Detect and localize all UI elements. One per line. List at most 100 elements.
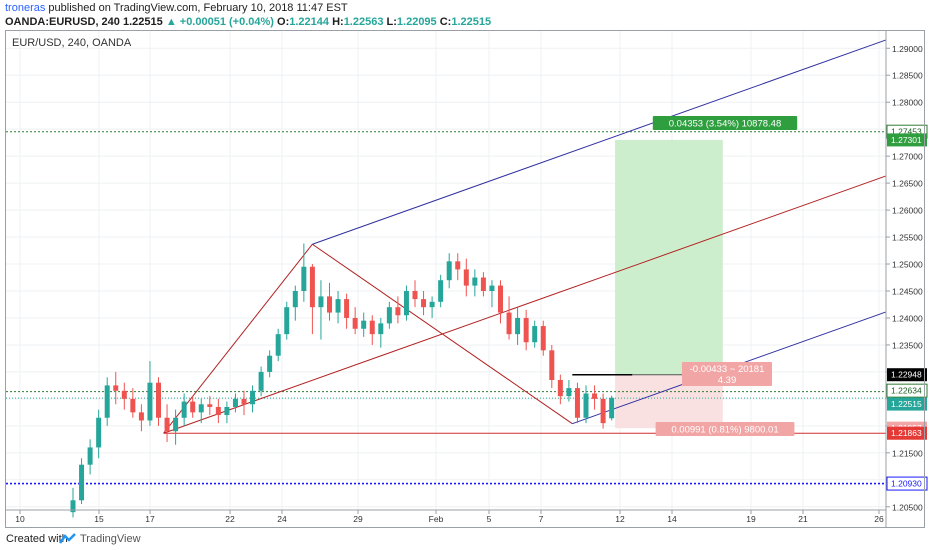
candle-body (198, 404, 204, 413)
high-value: 1.22563 (343, 16, 384, 28)
x-tick-label: 7 (539, 514, 544, 524)
loss-label-line1: -0.00433 ~ 20181 (690, 364, 765, 375)
candle-body (96, 417, 102, 448)
candle-body (506, 312, 512, 335)
candle-body (130, 398, 136, 413)
candle-body (318, 296, 324, 308)
candle-body (121, 390, 127, 399)
y-tick-label: 1.24500 (892, 286, 923, 296)
time-axis[interactable]: 10 15 17 22 24 29 Feb 5 7 12 14 19 21 26 (6, 509, 886, 524)
candle-body (164, 417, 170, 432)
candles (70, 243, 615, 518)
pitchfork-median-line (163, 175, 887, 434)
annotations[interactable]: 0.04353 (3.54%) 10878.48 0.00991 (0.81%) … (652, 116, 798, 436)
candle-body (215, 406, 221, 416)
x-tick-label: 29 (353, 514, 363, 524)
x-tick-label: 10 (15, 514, 25, 524)
candle-body (523, 317, 529, 343)
candle-body (156, 382, 161, 418)
candle-body (395, 307, 401, 316)
profit-zone (615, 139, 723, 375)
candle-body (190, 401, 196, 413)
candle-body (480, 277, 486, 291)
candle-body (592, 393, 598, 399)
candle-body (369, 320, 375, 335)
price-label-level: 1.22634 (891, 386, 922, 396)
candle-body (207, 404, 213, 407)
x-tick-label: 17 (145, 514, 155, 524)
x-tick-label: 15 (94, 514, 104, 524)
position-zones[interactable] (615, 139, 723, 429)
low-label: L: (386, 16, 397, 28)
candle-body (138, 412, 144, 421)
price-label-blue-level: 1.20930 (891, 479, 922, 489)
candle-body (301, 266, 307, 291)
candle-body (292, 290, 298, 308)
candle-body (352, 317, 358, 329)
price-label-last-bg (887, 397, 927, 411)
candle-body (455, 261, 461, 270)
candle-body (540, 326, 546, 351)
candle-body (583, 393, 589, 418)
x-tick-label: 26 (874, 514, 884, 524)
candle-body (429, 301, 435, 308)
price-change: +0.00051 (+0.04%) (179, 16, 274, 28)
candle-body (378, 323, 384, 335)
pane-label: EUR/USD, 240, OANDA (12, 37, 132, 49)
author-link[interactable]: troneras (5, 2, 46, 14)
open-label: O: (277, 16, 290, 28)
price-label-target: 1.27453 (891, 127, 922, 137)
candle-body (566, 388, 572, 397)
y-tick-label: 1.23500 (892, 340, 923, 350)
candle-body (421, 299, 427, 308)
candle-body (181, 401, 187, 418)
y-tick-label: 1.21500 (892, 448, 923, 458)
candle-body (472, 277, 478, 286)
up-triangle-icon: ▲ (165, 16, 177, 28)
y-tick-label: 1.20500 (892, 502, 923, 512)
candle-body (232, 398, 238, 407)
tradingview-brand[interactable]: TradingView (80, 533, 141, 545)
x-tick-label: 5 (487, 514, 492, 524)
candle-body (147, 382, 153, 421)
candle-body (250, 390, 256, 405)
candle-body (284, 307, 290, 335)
y-tick-label: 1.25000 (892, 260, 923, 270)
loss-label-bg (682, 362, 772, 386)
candle-body (79, 464, 85, 501)
y-tick-label: 1.28000 (892, 98, 923, 108)
x-tick-label: 24 (277, 514, 287, 524)
candle-body (412, 290, 418, 300)
candle-body (309, 266, 315, 308)
candle-body (574, 388, 580, 418)
candle-body (173, 417, 179, 432)
candle-body (104, 385, 110, 418)
y-tick-label: 1.29000 (892, 44, 923, 54)
chart-header: troneras published on TradingView.com, F… (0, 0, 932, 30)
x-tick-label: 19 (746, 514, 756, 524)
candle-body (70, 500, 76, 513)
loss-label-line2: 4.39 (718, 375, 737, 386)
candle-body (327, 296, 332, 313)
candle-body (241, 398, 247, 405)
price-label-entry-bg (887, 368, 927, 382)
close-value: 1.22515 (451, 16, 492, 28)
price-label-level-bg (886, 383, 928, 398)
profit-label-bg (652, 116, 798, 130)
candle-body (609, 397, 615, 419)
symbol-name: OANDA:EURUSD, 240 (5, 16, 120, 28)
price-label-last: 1.22515 (891, 399, 922, 409)
price-label-profit-bg (887, 133, 927, 147)
candle-body (267, 355, 273, 372)
x-tick-label: Feb (429, 514, 444, 524)
y-tick-label: 1.26500 (892, 179, 923, 189)
candle-body (515, 317, 521, 335)
candle-body (275, 334, 281, 356)
candle-body (113, 385, 119, 391)
y-tick-label: 1.28500 (892, 71, 923, 81)
price-axis[interactable]: 1.290001.285001.280001.275001.270001.265… (885, 31, 928, 528)
publish-info: published on TradingView.com, February 1… (48, 2, 348, 14)
x-tick-label: 12 (615, 514, 625, 524)
high-label: H: (332, 16, 344, 28)
